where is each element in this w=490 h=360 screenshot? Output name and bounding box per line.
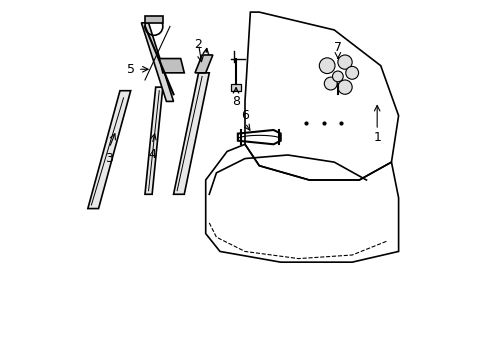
Polygon shape [173,73,209,194]
Circle shape [319,58,335,73]
Circle shape [346,66,359,79]
Polygon shape [88,91,131,208]
Circle shape [333,71,343,82]
Polygon shape [142,23,173,102]
Text: 7: 7 [334,41,342,54]
Polygon shape [195,55,213,73]
Text: 1: 1 [373,131,381,144]
Text: 8: 8 [232,95,240,108]
Circle shape [324,77,337,90]
Text: 2: 2 [195,38,202,51]
Text: 3: 3 [105,152,113,165]
Polygon shape [231,84,242,91]
Text: 5: 5 [127,63,135,76]
Text: 6: 6 [241,109,249,122]
Polygon shape [145,87,163,194]
Polygon shape [159,59,184,73]
Circle shape [338,55,352,69]
Circle shape [338,80,352,94]
Polygon shape [145,16,163,23]
Text: 4: 4 [148,148,156,162]
